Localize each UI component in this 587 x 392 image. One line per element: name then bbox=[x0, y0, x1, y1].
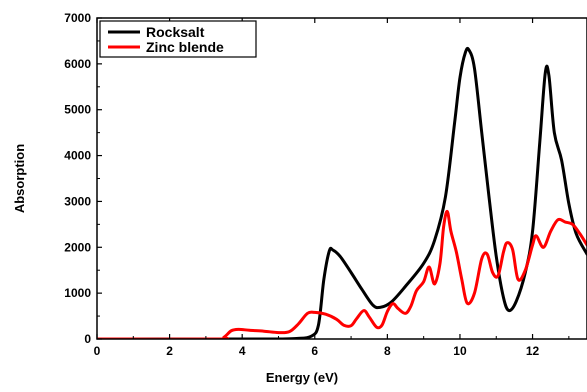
y-axis-title: Absorption bbox=[12, 144, 27, 213]
y-tick-label: 4000 bbox=[64, 149, 91, 163]
x-tick-label: 0 bbox=[94, 344, 101, 358]
legend-label-rocksalt: Rocksalt bbox=[146, 24, 205, 40]
x-tick-label: 4 bbox=[239, 344, 246, 358]
y-tick-label: 3000 bbox=[64, 194, 91, 208]
x-tick-label: 12 bbox=[526, 344, 540, 358]
y-tick-label: 7000 bbox=[64, 11, 91, 25]
x-tick-label: 2 bbox=[166, 344, 173, 358]
y-tick-label: 1000 bbox=[64, 286, 91, 300]
plot-frame bbox=[96, 17, 587, 340]
x-tick-label: 8 bbox=[384, 344, 391, 358]
y-tick-label: 6000 bbox=[64, 57, 91, 71]
x-tick-label: 10 bbox=[453, 344, 467, 358]
legend-label-zinc-blende: Zinc blende bbox=[146, 39, 224, 55]
series-line-zinc-blende bbox=[97, 210, 587, 339]
y-tick-label: 0 bbox=[84, 332, 91, 346]
series-line-rocksalt bbox=[97, 46, 587, 339]
y-tick-label: 5000 bbox=[64, 103, 91, 117]
x-tick-label: 6 bbox=[311, 344, 318, 358]
y-tick-label: 2000 bbox=[64, 240, 91, 254]
x-axis-title: Energy (eV) bbox=[266, 370, 338, 385]
legend-box bbox=[99, 20, 257, 58]
